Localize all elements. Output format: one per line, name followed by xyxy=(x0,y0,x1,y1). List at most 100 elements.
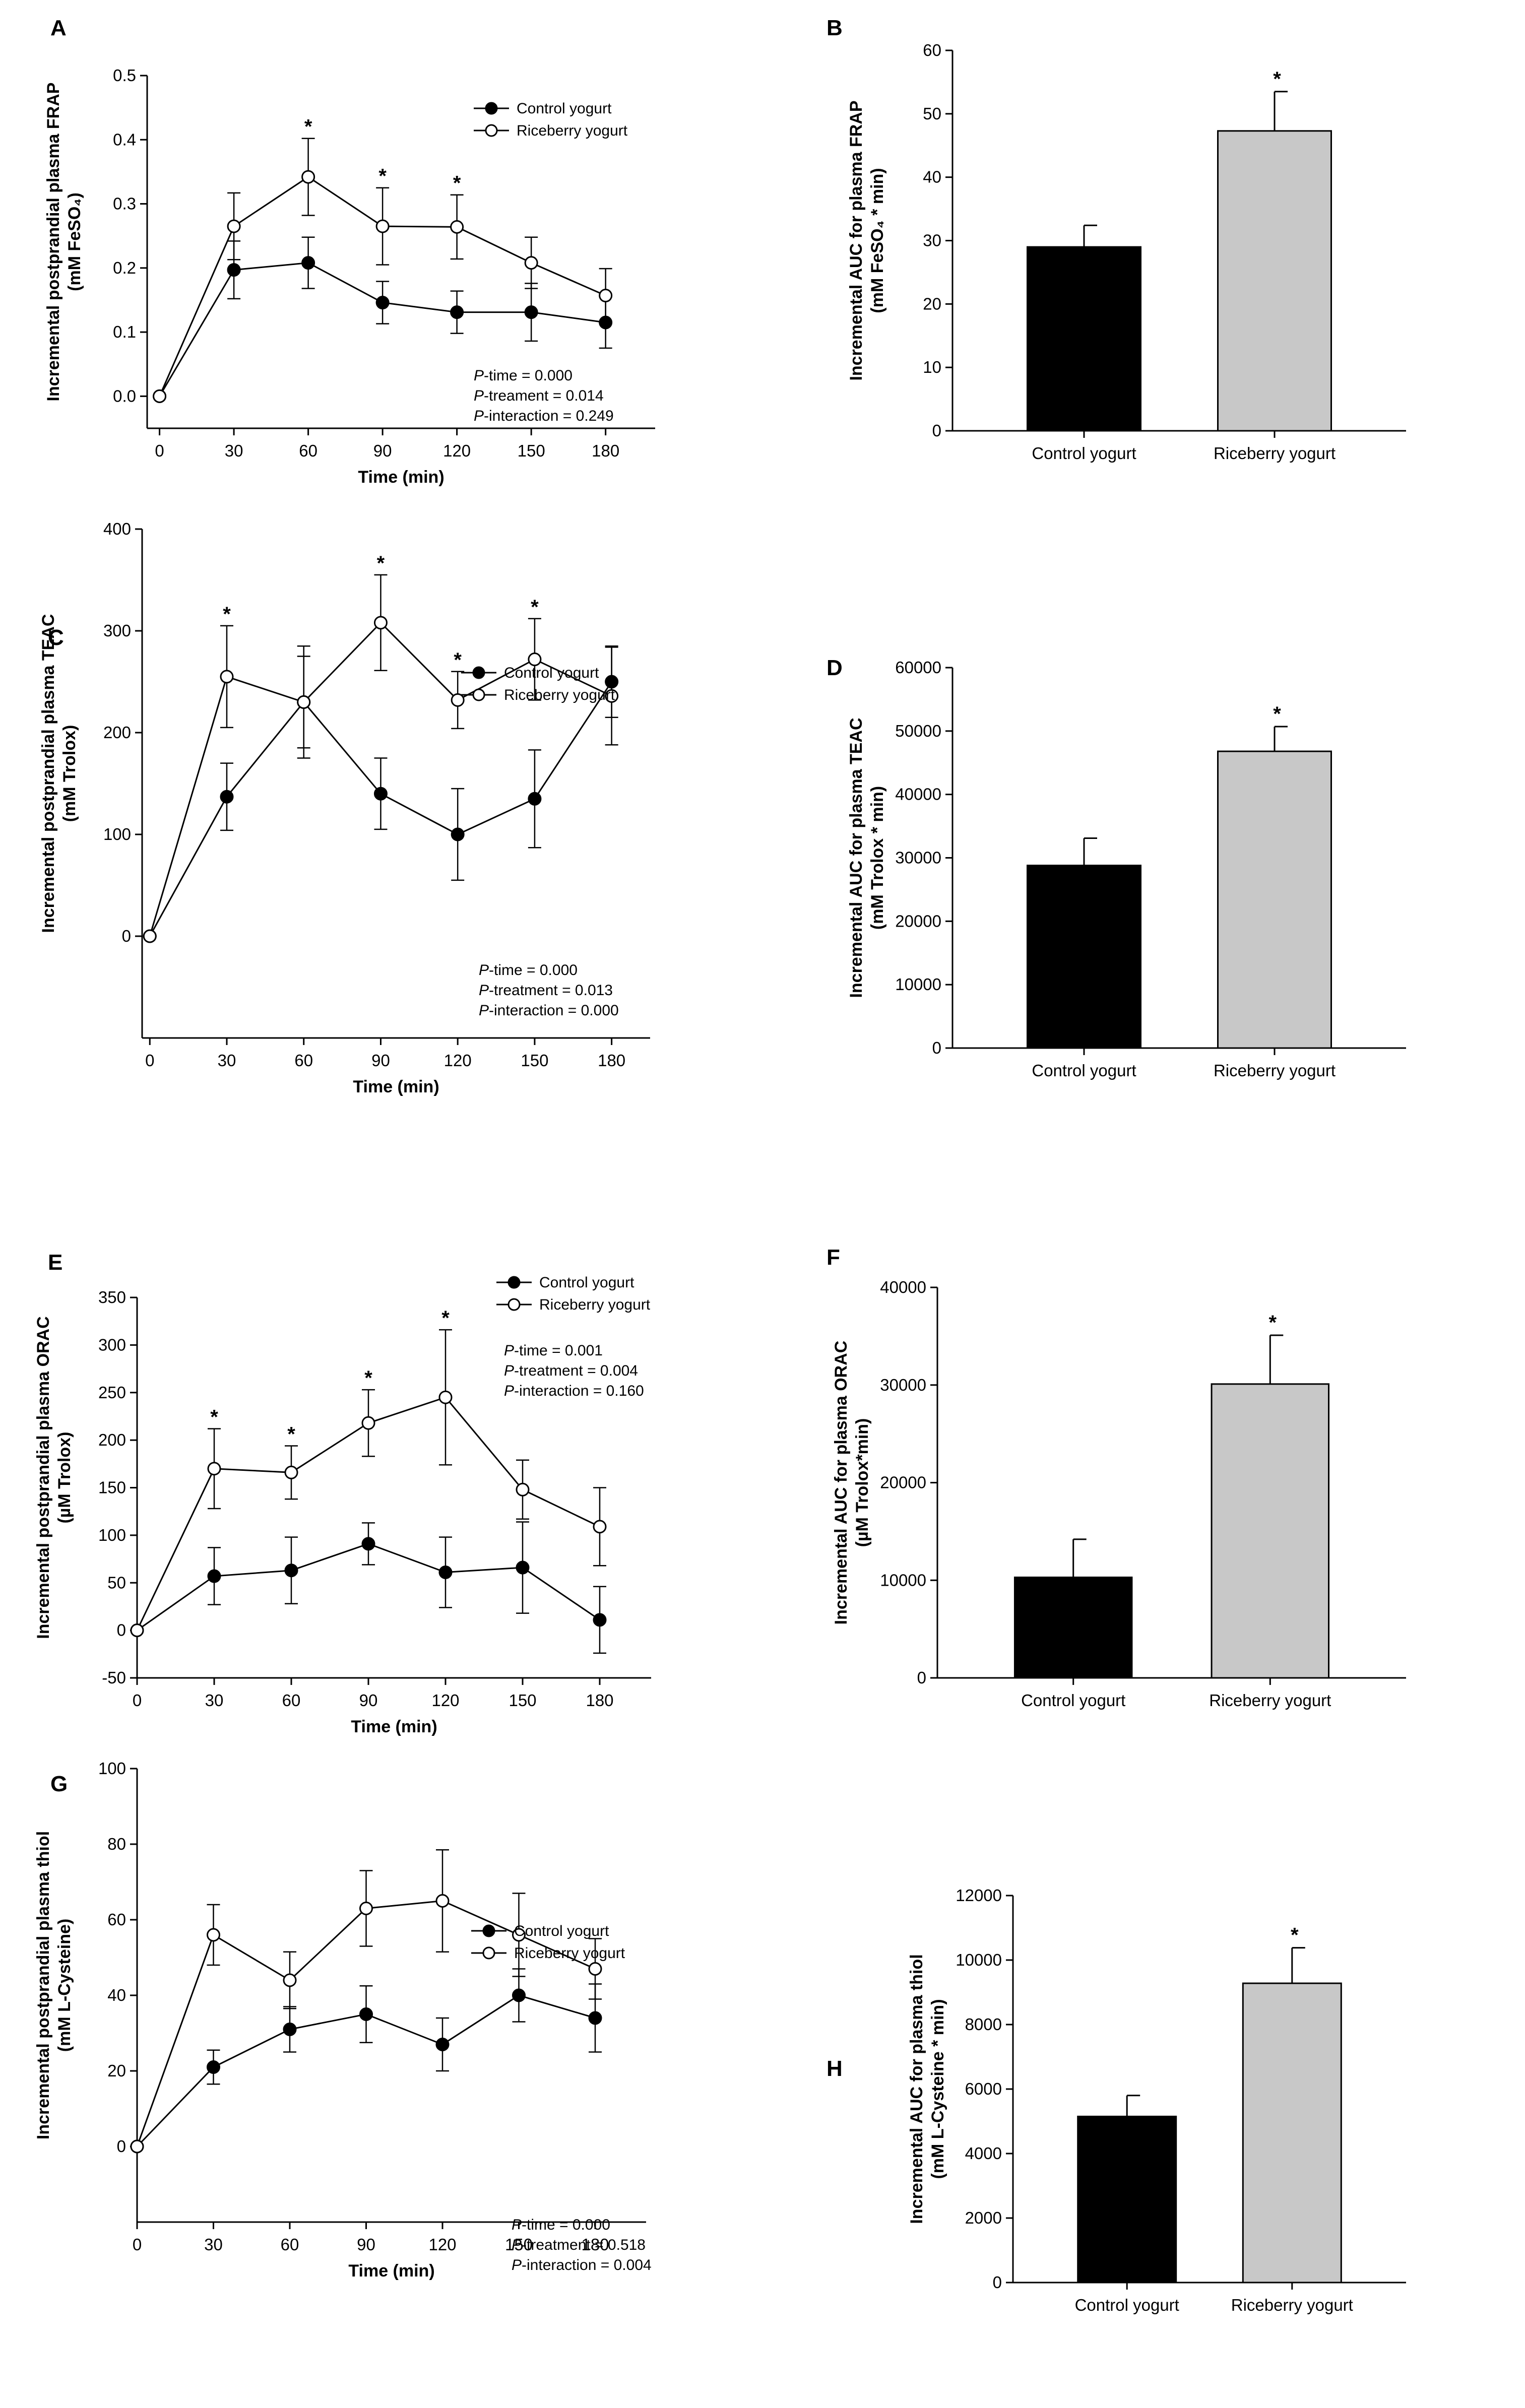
y-tick-label: 100 xyxy=(98,1759,126,1778)
y-axis-title-line: Incremental postprandial plasma TEAC xyxy=(39,614,58,933)
y-tick-label: 50000 xyxy=(895,722,941,740)
y-tick-label: 100 xyxy=(98,1526,126,1544)
p-value: -interaction = 0.249 xyxy=(484,408,614,424)
data-point xyxy=(227,263,241,277)
y-tick-label: 0 xyxy=(932,1038,941,1057)
y-axis-title: Incremental postprandial plasma ORAC (µM … xyxy=(34,1316,74,1639)
data-point xyxy=(512,1988,526,2002)
legend-label: Control yogurt xyxy=(514,1923,609,1939)
y-axis-title-line: (mM Trolox * min) xyxy=(868,786,887,930)
x-tick-label: Control yogurt xyxy=(1075,2296,1179,2314)
series-riceberry xyxy=(153,138,613,403)
data-point xyxy=(605,689,619,703)
y-axis-title-line: Incremental AUC for plasma FRAP xyxy=(847,100,866,380)
x-tick-label: 120 xyxy=(431,1691,459,1710)
data-point xyxy=(359,1902,373,1915)
y-tick-label: 30 xyxy=(923,231,941,250)
panel-letter: H xyxy=(827,2056,843,2081)
legend-marker xyxy=(485,102,498,115)
data-point xyxy=(438,1565,453,1579)
p-value: -time = 0.001 xyxy=(514,1342,603,1359)
p-label: P xyxy=(504,1342,514,1359)
significance-star: * xyxy=(223,603,231,625)
bar xyxy=(1027,246,1141,432)
bar-chart-D: D 0 10000 20000 30000 40000 50000 60000 Control … xyxy=(827,656,1406,1080)
y-tick-label: 30000 xyxy=(880,1376,926,1394)
y-tick-label: 8000 xyxy=(965,2015,1002,2034)
p-value: -interaction = 0.004 xyxy=(522,2257,652,2273)
x-tick-label: 0 xyxy=(145,1051,154,1070)
series-control xyxy=(130,1521,607,1654)
y-axis-title: Incremental AUC for plasma FRAP (mM FeSO₄… xyxy=(847,100,887,380)
data-point xyxy=(435,1894,450,1908)
x-tick-label: 30 xyxy=(225,441,243,460)
bar-chart-H: H 0 2000 4000 6000 8000 10000 12000 Control yogu… xyxy=(827,1886,1406,2314)
x-axis-title: Time (min) xyxy=(351,1717,437,1736)
p-value-text: P-time = 0.000 xyxy=(479,962,578,979)
data-point xyxy=(361,1416,375,1430)
panel-letter: C xyxy=(48,625,64,650)
significance-star: * xyxy=(1273,703,1281,725)
data-point xyxy=(599,289,613,303)
panel-letter: F xyxy=(827,1245,840,1270)
x-tick-label: 120 xyxy=(444,1051,472,1070)
significance-star: * xyxy=(1273,68,1281,90)
data-point xyxy=(301,170,315,184)
series-riceberry xyxy=(130,1329,607,1638)
x-axis-title: Time (min) xyxy=(358,468,444,487)
x-axis-title: Time (min) xyxy=(348,2261,434,2281)
y-tick-label: 0 xyxy=(117,2137,126,2156)
p-value: -treament = 0.014 xyxy=(484,387,604,404)
significance-star: * xyxy=(377,552,385,574)
y-axis-title-line: (mM L-Cysteine) xyxy=(55,1919,74,2052)
y-tick-label: 0.3 xyxy=(113,194,136,213)
p-value: -treatment = 0.004 xyxy=(514,1362,638,1379)
line-chart-G: G 0 20 40 60 80 100 0 30 60 90 120 150 180 Time (min) I… xyxy=(34,1759,652,2281)
y-tick-label: 10000 xyxy=(895,975,941,994)
x-tick-label: 0 xyxy=(133,2235,142,2254)
legend-label: Riceberry yogurt xyxy=(504,687,615,703)
y-axis-title-line: (mM L-Cysteine * min) xyxy=(928,1999,947,2179)
significance-star: * xyxy=(441,1307,450,1329)
p-label: P xyxy=(504,1383,514,1399)
p-label: P xyxy=(512,2217,522,2233)
bar-chart-F: F 0 10000 20000 30000 40000 Control yogurt Rice… xyxy=(827,1245,1406,1710)
x-tick-label: Control yogurt xyxy=(1021,1691,1125,1710)
data-point xyxy=(593,1613,607,1627)
y-tick-label: 300 xyxy=(98,1335,126,1354)
p-label: P xyxy=(474,408,484,424)
bar xyxy=(1013,1576,1133,1679)
panel-letter: E xyxy=(48,1250,62,1275)
line-chart-C: C 0 100 200 300 400 0 30 60 90 120 150 180 Time (min)… xyxy=(39,519,650,1096)
y-tick-label: 0.1 xyxy=(113,322,136,341)
data-point xyxy=(593,1520,607,1534)
x-tick-label: 180 xyxy=(586,1691,613,1710)
bar xyxy=(1217,750,1332,1049)
y-tick-label: 50 xyxy=(107,1573,126,1592)
significance-star: * xyxy=(531,596,539,618)
data-point xyxy=(283,2023,297,2036)
y-axis-title: Incremental postprandial plasma thiol (mM… xyxy=(34,1831,74,2139)
significance-star: * xyxy=(378,165,387,187)
y-tick-label: 50 xyxy=(923,104,941,123)
data-point xyxy=(207,1569,221,1583)
x-axis-title: Time (min) xyxy=(353,1077,439,1096)
data-point xyxy=(375,219,390,233)
x-tick-label: 60 xyxy=(282,1691,301,1710)
x-tick-label: 90 xyxy=(357,2235,375,2254)
x-tick-label: Riceberry yogurt xyxy=(1231,2296,1353,2314)
p-label: P xyxy=(512,2237,522,2253)
data-point xyxy=(524,256,538,270)
y-tick-label: 30000 xyxy=(895,849,941,867)
p-label: P xyxy=(479,1002,489,1019)
x-tick-label: 180 xyxy=(592,441,619,460)
y-tick-label: 350 xyxy=(98,1288,126,1307)
y-tick-label: 40 xyxy=(107,1986,126,2004)
p-value: -treatment = 0.518 xyxy=(522,2237,646,2253)
y-tick-label: 4000 xyxy=(965,2144,1002,2163)
p-value-text: P-treatment = 0.518 xyxy=(512,2237,646,2253)
p-value: -time = 0.000 xyxy=(484,367,573,384)
y-tick-label: 2000 xyxy=(965,2208,1002,2227)
y-tick-label: 20 xyxy=(923,294,941,313)
